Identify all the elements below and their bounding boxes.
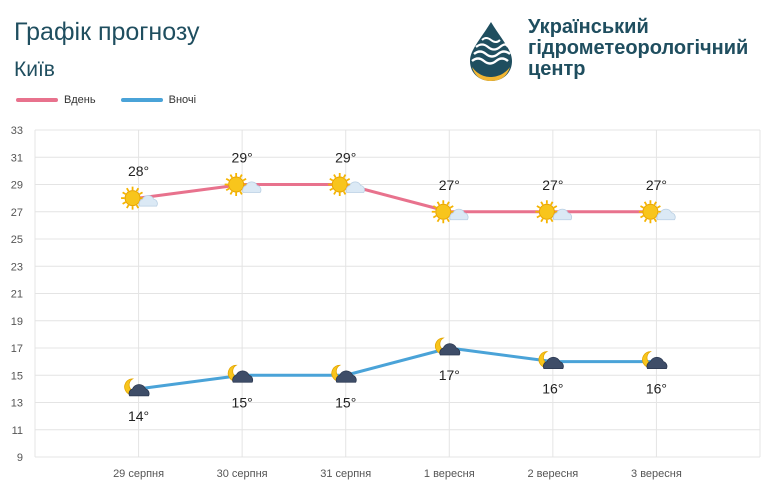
cloud-icon xyxy=(449,208,469,221)
night-temperature-label: 16° xyxy=(646,381,667,397)
night-temperature-label: 14° xyxy=(128,408,149,424)
moon-cloud-icon xyxy=(538,351,564,370)
day-series-line xyxy=(138,183,657,214)
cloud-icon xyxy=(242,181,262,193)
sun-cloud-icon xyxy=(431,200,469,224)
sun-cloud-icon xyxy=(224,173,262,196)
organization-name-line: Український xyxy=(528,16,649,38)
organization-name: Український гідрометеорологічний центр xyxy=(528,17,768,80)
moon-cloud-icon xyxy=(331,364,357,383)
sun-icon xyxy=(121,186,145,210)
y-tick-label: 21 xyxy=(11,289,23,301)
night-temperature-label: 17° xyxy=(439,367,460,383)
y-tick-label: 13 xyxy=(11,398,23,410)
y-tick-label: 27 xyxy=(11,207,23,219)
y-tick-label: 11 xyxy=(12,425,23,437)
day-temperature-label: 29° xyxy=(335,150,356,166)
city-name: Київ xyxy=(14,58,55,81)
moon-cloud-icon xyxy=(124,378,150,397)
y-tick-label: 33 xyxy=(11,125,23,137)
sun-cloud-icon xyxy=(328,173,365,196)
sun-cloud-icon xyxy=(121,186,158,210)
x-tick-label: 30 серпня xyxy=(217,468,268,480)
cloud-icon xyxy=(232,370,254,383)
moon-cloud-icon xyxy=(435,337,461,356)
x-tick-label: 3 вересня xyxy=(631,468,682,480)
legend-item-day[interactable]: Вдень xyxy=(16,94,96,106)
organization-name-line: гідрометеорологічний xyxy=(528,37,749,59)
cloud-icon xyxy=(646,356,668,370)
day-temperature-label: 27° xyxy=(542,177,563,193)
moon-cloud-icon xyxy=(642,351,668,370)
y-tick-label: 23 xyxy=(11,261,23,273)
cloud-icon xyxy=(542,356,564,370)
y-tick-label: 25 xyxy=(11,234,23,246)
x-tick-label: 29 серпня xyxy=(113,468,164,480)
sun-cloud-icon xyxy=(638,200,676,224)
y-tick-label: 9 xyxy=(17,452,23,464)
x-tick-label: 31 серпня xyxy=(320,468,371,480)
legend-swatch-day xyxy=(16,98,58,102)
y-tick-label: 17 xyxy=(11,343,23,355)
y-tick-label: 31 xyxy=(11,152,23,164)
sun-cloud-icon xyxy=(535,200,573,224)
page-title: Графік прогнозу xyxy=(14,18,200,46)
sun-icon xyxy=(224,173,248,196)
night-series-line xyxy=(138,346,657,391)
legend-label-night: Вночі xyxy=(168,94,197,106)
cloud-icon xyxy=(552,208,573,221)
day-temperature-label: 27° xyxy=(439,177,460,193)
ukrhydromet-logo-icon xyxy=(470,22,512,81)
night-temperature-label: 15° xyxy=(335,394,356,410)
night-temperature-label: 15° xyxy=(232,394,253,410)
cloud-icon xyxy=(345,181,365,193)
moon-cloud-icon xyxy=(227,364,254,383)
day-temperature-label: 29° xyxy=(232,150,253,166)
cloud-icon xyxy=(656,208,676,221)
night-temperature-label: 16° xyxy=(542,381,563,397)
cloud-icon xyxy=(335,370,357,383)
legend-label-day: Вдень xyxy=(64,94,96,106)
day-temperature-label: 27° xyxy=(646,177,667,193)
cloud-icon xyxy=(439,343,461,356)
legend-item-night[interactable]: Вночі xyxy=(120,94,197,106)
x-tick-label: 1 вересня xyxy=(424,468,475,480)
day-temperature-label: 28° xyxy=(128,163,149,179)
x-tick-label: 2 вересня xyxy=(527,468,578,480)
sun-icon xyxy=(638,200,662,224)
chart-legend: Вдень Вночі xyxy=(16,93,218,106)
y-tick-label: 15 xyxy=(11,370,23,382)
y-tick-label: 29 xyxy=(11,180,23,192)
legend-swatch-night xyxy=(120,98,163,102)
cloud-icon xyxy=(128,384,150,397)
cloud-icon xyxy=(138,195,158,207)
organization-name-line: центр xyxy=(528,58,586,80)
y-tick-label: 19 xyxy=(11,316,23,328)
